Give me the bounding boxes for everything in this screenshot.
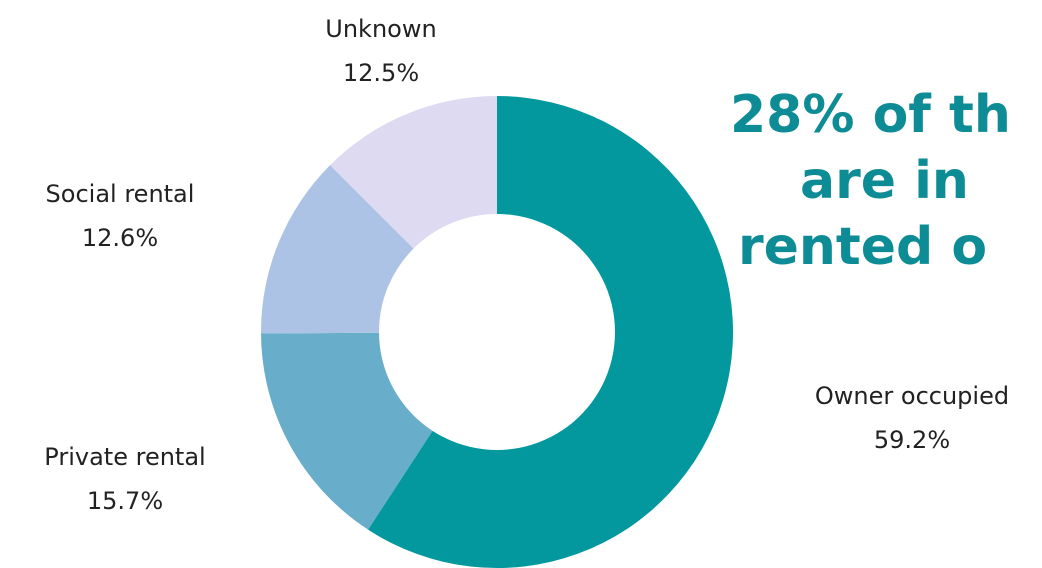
donut-segment <box>330 96 497 249</box>
value-label: 59.2% <box>874 426 950 454</box>
donut-segment <box>261 332 433 530</box>
value-label: 12.6% <box>82 224 158 252</box>
donut-segment <box>261 165 414 334</box>
headline: 28% of th <box>730 85 1011 145</box>
value-label: 15.7% <box>87 487 163 515</box>
headline: rented o <box>738 217 987 277</box>
segment-label: Owner occupied <box>815 382 1009 410</box>
segment-label: Unknown <box>325 15 436 43</box>
donut-segment <box>368 96 733 568</box>
headline: are in <box>800 151 969 211</box>
segment-label: Private rental <box>44 443 205 471</box>
value-label: 12.5% <box>343 59 419 87</box>
segment-label: Social rental <box>46 180 195 208</box>
